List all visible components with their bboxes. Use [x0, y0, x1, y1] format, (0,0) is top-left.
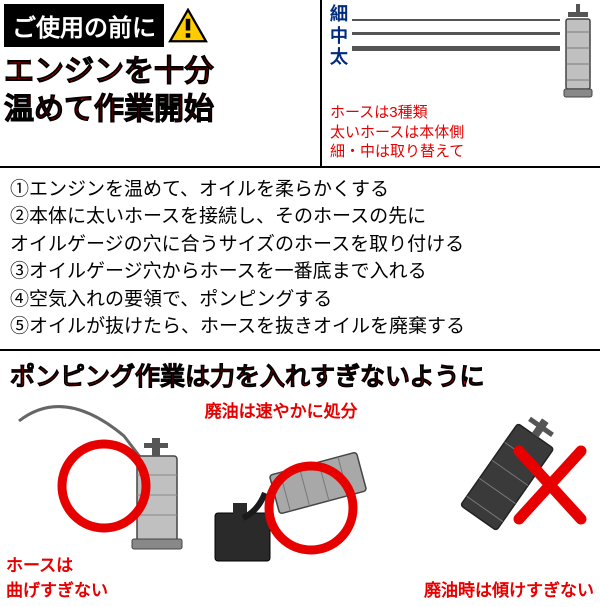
bottom-panels: ホースは 曲げすぎない 廃油は速やかに処分	[0, 395, 600, 607]
step3: ③オイルゲージ穴からホースを一番底まで入れる	[10, 258, 590, 286]
tilt-illustration	[401, 401, 596, 571]
p1-cap2: 曲げすぎない	[6, 576, 108, 601]
hose-labels: 細 中 太	[330, 4, 348, 69]
step2: ②本体に太いホースを接続し、そのホースの先に	[10, 203, 590, 231]
panel2-top-caption: 廃油は速やかに処分	[205, 397, 358, 422]
top-right: 細 中 太 ホースは3種類 太いホースは本体側	[320, 0, 600, 166]
hose-desc3: 細・中は取り替えて	[330, 142, 596, 162]
step2b: オイルゲージの穴に合うサイズのホースを取り付ける	[10, 231, 590, 259]
hose-bend-illustration	[4, 401, 199, 551]
caution-text: ポンピング作業は力を入れすぎないように	[10, 357, 590, 393]
thin-label: 細	[330, 4, 348, 26]
top-left: ご使用の前に エンジンを十分 温めて作業開始	[0, 0, 320, 166]
mid-label: 中	[330, 26, 348, 48]
warning-icon	[168, 8, 208, 44]
hose-desc1: ホースは3種類	[330, 103, 596, 123]
panel-2: 廃油は速やかに処分	[203, 401, 398, 601]
panel-3: 廃油時は傾けすぎない	[401, 401, 596, 601]
caution-row: ポンピング作業は力を入れすぎないように	[0, 351, 600, 395]
panel-1: ホースは 曲げすぎない	[4, 401, 199, 601]
steps-list: ①エンジンを温めて、オイルを柔らかくする ②本体に太いホースを接続し、そのホース…	[0, 168, 600, 351]
step5: ⑤オイルが抜けたら、ホースを抜きオイルを廃棄する	[10, 313, 590, 341]
before-use-header: ご使用の前に	[4, 4, 164, 47]
warn-line1: エンジンを十分	[4, 53, 316, 91]
hose-desc2: 太いホースは本体側	[330, 123, 596, 143]
main-warning: エンジンを十分 温めて作業開始	[4, 53, 316, 128]
pour-illustration	[203, 423, 398, 573]
p1-cap1: ホースは	[6, 551, 108, 576]
thick-label: 太	[330, 47, 348, 69]
hose-lines	[352, 4, 560, 62]
step1: ①エンジンを温めて、オイルを柔らかくする	[10, 176, 590, 204]
panel1-caption: ホースは 曲げすぎない	[6, 551, 108, 601]
hose-description: ホースは3種類 太いホースは本体側 細・中は取り替えて	[330, 103, 596, 162]
panel3-caption: 廃油時は傾けすぎない	[424, 576, 594, 601]
warn-line2: 温めて作業開始	[4, 91, 316, 129]
step4: ④空気入れの要領で、ポンピングする	[10, 286, 590, 314]
pump-cylinder-icon	[560, 4, 596, 99]
